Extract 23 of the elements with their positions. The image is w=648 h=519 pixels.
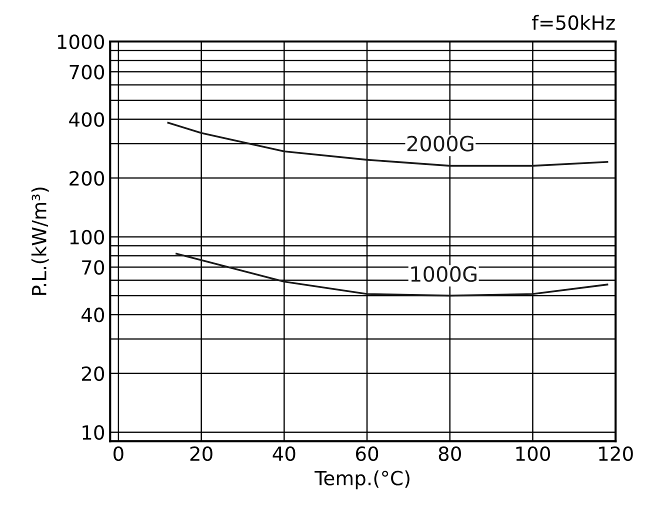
x-tick-label: 40	[272, 446, 296, 462]
x-tick-label: 80	[438, 446, 461, 462]
x-tick-label: 120	[599, 446, 633, 462]
y-axis-title: P.L.(kW/m³)	[31, 188, 49, 295]
y-tick-label: 200	[70, 171, 104, 186]
line-series	[167, 122, 608, 167]
y-tick-label: 20	[82, 366, 104, 382]
y-tick-label: 700	[70, 64, 104, 80]
x-tick-label: 0	[114, 446, 124, 462]
line-series	[176, 252, 608, 297]
y-tick-label: 400	[69, 112, 104, 127]
x-tick-label: 100	[516, 446, 550, 462]
x-axis-title: Temp.(°C)	[314, 470, 410, 490]
y-tick-label: 100	[70, 230, 104, 245]
y-tick-label: 1000	[58, 34, 104, 50]
y-tick-label: 70	[82, 260, 104, 275]
series-label: 2000G	[407, 136, 474, 152]
text: f=50kHz	[532, 14, 615, 30]
x-tick-label: 60	[356, 446, 378, 462]
series-label: 1000G	[411, 266, 476, 282]
y-tick-label: 40	[82, 308, 104, 322]
x-tick-label: 20	[190, 446, 212, 462]
y-tick-label: 10	[82, 425, 104, 440]
